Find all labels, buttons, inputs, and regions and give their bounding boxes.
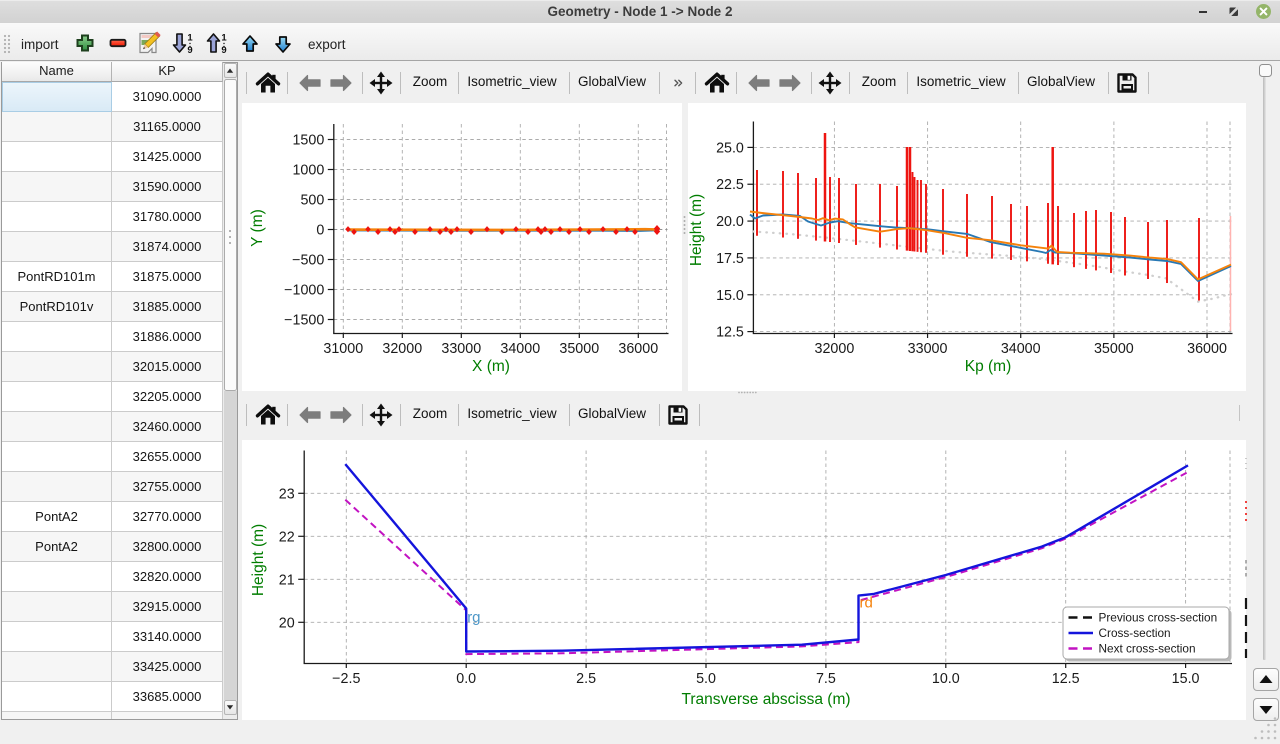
svg-text:33000: 33000 xyxy=(908,341,948,357)
svg-text:32000: 32000 xyxy=(815,341,855,357)
svg-text:1500: 1500 xyxy=(292,133,324,149)
svg-text:35000: 35000 xyxy=(559,341,599,357)
svg-text:10.0: 10.0 xyxy=(932,671,960,687)
svg-text:9: 9 xyxy=(187,45,192,56)
svg-text:−1000: −1000 xyxy=(284,283,324,299)
svg-text:Transverse abscissa (m): Transverse abscissa (m) xyxy=(681,691,850,708)
svg-text:22: 22 xyxy=(279,529,295,545)
svg-text:Kp (m): Kp (m) xyxy=(965,358,1012,375)
svg-text:500: 500 xyxy=(300,193,324,209)
svg-text:36000: 36000 xyxy=(618,341,658,357)
svg-text:1000: 1000 xyxy=(292,163,324,179)
svg-text:rg: rg xyxy=(467,609,480,626)
svg-text:−2.5: −2.5 xyxy=(332,671,360,687)
svg-text:20: 20 xyxy=(279,615,295,631)
svg-text:2.5: 2.5 xyxy=(576,671,596,687)
svg-text:1: 1 xyxy=(221,33,227,44)
svg-text:12.5: 12.5 xyxy=(716,325,744,341)
svg-text:Cross-section: Cross-section xyxy=(1099,626,1171,640)
svg-text:21: 21 xyxy=(279,572,295,588)
svg-text:0: 0 xyxy=(316,223,324,239)
svg-text:X (m): X (m) xyxy=(472,358,510,375)
svg-text:17.5: 17.5 xyxy=(716,251,744,267)
svg-text:Height (m): Height (m) xyxy=(250,524,267,596)
svg-text:23: 23 xyxy=(279,486,295,502)
svg-text:1: 1 xyxy=(187,33,193,44)
svg-text:25.0: 25.0 xyxy=(716,140,744,156)
svg-text:34000: 34000 xyxy=(500,341,540,357)
svg-text:15.0: 15.0 xyxy=(1172,671,1200,687)
svg-text:7.5: 7.5 xyxy=(816,671,836,687)
svg-text:5.0: 5.0 xyxy=(696,671,716,687)
svg-text:35000: 35000 xyxy=(1094,341,1134,357)
svg-text:20.0: 20.0 xyxy=(716,214,744,230)
svg-text:9: 9 xyxy=(221,45,226,56)
svg-text:−1500: −1500 xyxy=(284,313,324,329)
svg-text:34000: 34000 xyxy=(1001,341,1041,357)
svg-text:15.0: 15.0 xyxy=(716,288,744,304)
svg-text:12.5: 12.5 xyxy=(1052,671,1080,687)
svg-text:−500: −500 xyxy=(292,253,324,269)
svg-text:36000: 36000 xyxy=(1187,341,1227,357)
svg-text:31000: 31000 xyxy=(323,341,363,357)
svg-text:Height (m): Height (m) xyxy=(688,194,705,266)
svg-text:Next cross-section: Next cross-section xyxy=(1099,642,1196,656)
svg-text:rd: rd xyxy=(860,594,873,611)
svg-text:Previous cross-section: Previous cross-section xyxy=(1099,611,1218,625)
svg-text:33000: 33000 xyxy=(441,341,481,357)
svg-text:32000: 32000 xyxy=(382,341,422,357)
svg-text:22.5: 22.5 xyxy=(716,177,744,193)
svg-text:0.0: 0.0 xyxy=(456,671,476,687)
svg-text:Y (m): Y (m) xyxy=(249,209,266,247)
